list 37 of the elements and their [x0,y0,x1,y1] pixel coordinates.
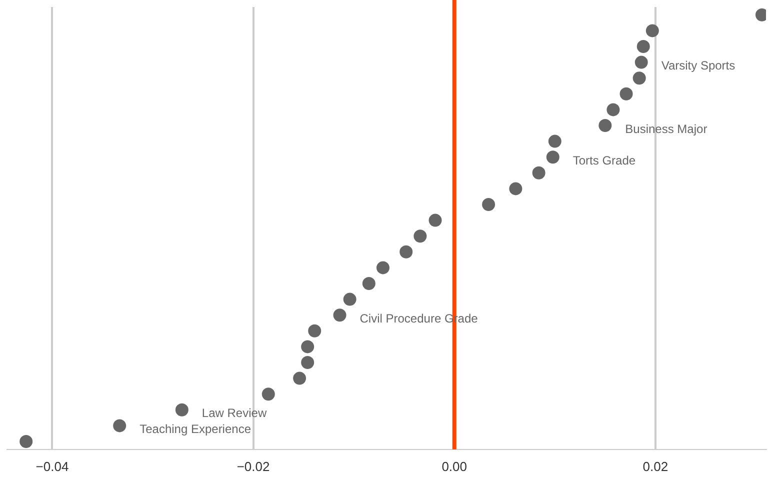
point [548,134,562,148]
point [646,24,659,38]
x-tick-label: 0.02 [642,458,668,474]
point [414,230,427,243]
x-tick-label: 0.00 [442,458,468,474]
point [293,372,306,385]
data-label: Law Review [202,406,267,420]
point [546,150,560,164]
point [301,356,314,369]
point [362,277,376,290]
point [343,292,356,306]
point [376,261,390,274]
data-label: Torts Grade [572,153,636,168]
point [400,245,413,258]
point [632,72,646,85]
data-label: Teaching Experience [140,422,252,436]
point [301,340,314,354]
point [482,198,496,211]
data-label: Business Major [625,122,708,136]
point [598,119,612,132]
point [634,56,648,69]
data-label: Varsity Sports [661,58,736,73]
point [20,435,33,448]
point [606,103,620,116]
point [509,182,522,196]
point [620,87,633,100]
x-tick-label: −0.02 [236,458,270,474]
x-tick-label: −0.04 [36,458,69,474]
point [636,40,650,53]
point [755,8,766,22]
point [532,166,546,180]
point [333,308,346,322]
point [113,419,126,432]
point [175,403,188,416]
point [428,214,442,227]
point [308,324,322,338]
point [262,388,275,401]
